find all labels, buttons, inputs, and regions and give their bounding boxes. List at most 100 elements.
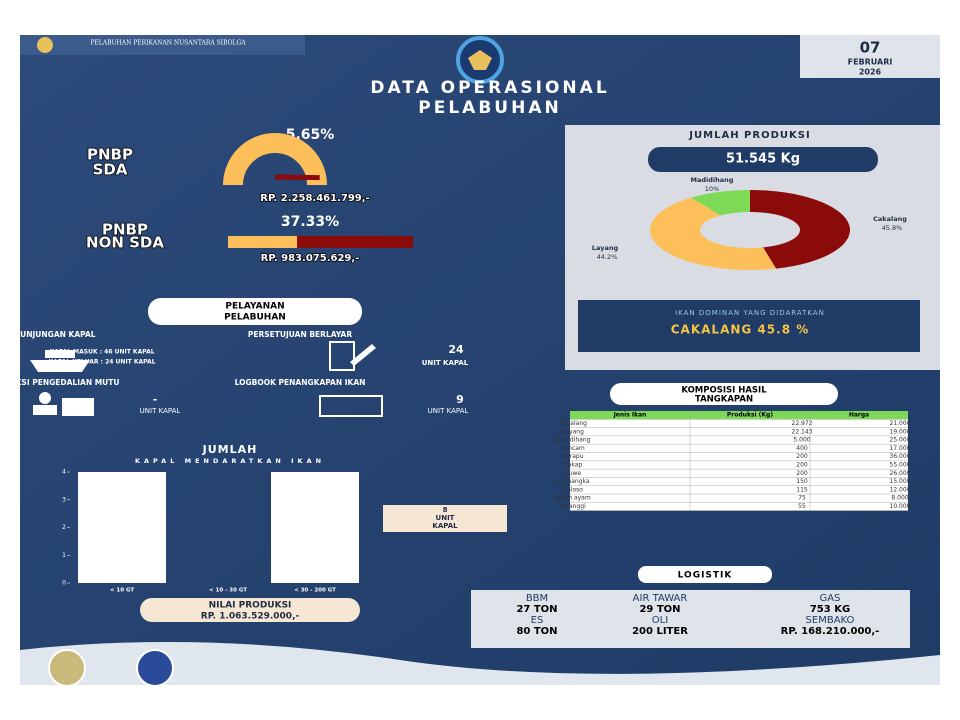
logistics-name: SEMBAKO bbox=[806, 615, 855, 626]
value-title: NILAI PRODUKSI bbox=[209, 601, 292, 611]
value-pill bbox=[140, 598, 360, 622]
section-title: TANGKAPAN bbox=[695, 395, 753, 405]
y-tick-label: 4 bbox=[62, 469, 66, 476]
slice-label: Madidihang bbox=[691, 176, 734, 184]
x-tick-label: < 30 - 200 GT bbox=[294, 588, 336, 594]
total-pill bbox=[648, 147, 878, 172]
pnbp-label: PNBP bbox=[102, 221, 148, 239]
pen-icon bbox=[350, 344, 376, 366]
date-day: 07 bbox=[860, 39, 881, 57]
table-cell: 36.000 bbox=[890, 453, 911, 460]
table-cell: Cakalang bbox=[559, 420, 587, 427]
table-cell: 200 bbox=[796, 470, 808, 477]
y-tick-label: 2 bbox=[62, 524, 66, 531]
table-cell: 8.000 bbox=[891, 495, 908, 502]
service-title: PERSETUJUAN BERLAYAR bbox=[248, 330, 352, 339]
table-cell: 15.000 bbox=[890, 478, 911, 485]
x-tick-label: < 10 GT bbox=[110, 588, 135, 594]
slice-label: Layang bbox=[592, 244, 619, 252]
title: PELABUHAN bbox=[418, 98, 561, 118]
donut-slice bbox=[691, 190, 750, 216]
table-cell: Ayam ayam bbox=[555, 495, 591, 502]
table-cell: Madidihang bbox=[556, 437, 591, 444]
table-cell: 75 bbox=[798, 495, 806, 502]
table-cell: Kerapu bbox=[562, 453, 583, 460]
date-year: 2026 bbox=[859, 68, 882, 77]
table-cell: 26.000 bbox=[890, 470, 911, 477]
table-cell: 19.000 bbox=[890, 428, 911, 435]
logistics-value: RP. 168.210.000,- bbox=[781, 626, 880, 637]
logistics-value: 27 TON bbox=[516, 604, 557, 615]
clipboard-icon bbox=[62, 398, 94, 416]
title: DATA OPERASIONAL bbox=[370, 78, 609, 98]
chart-title: JUMLAH bbox=[202, 443, 258, 456]
table-cell: 55.000 bbox=[890, 461, 911, 468]
table-header: Harga bbox=[849, 412, 869, 419]
service-unit: UNIT KAPAL bbox=[140, 407, 181, 415]
service-title: LOGBOOK PENANGKAPAN IKAN bbox=[235, 378, 366, 387]
gauge-value bbox=[274, 174, 320, 181]
composition-pill bbox=[610, 383, 838, 405]
table-cell: 400 bbox=[796, 445, 808, 452]
dominant-box bbox=[578, 300, 920, 352]
gauge-track bbox=[223, 133, 327, 186]
y-tick-label: 1 bbox=[62, 552, 66, 559]
total-box bbox=[383, 505, 507, 532]
table-cell: Kuwe bbox=[565, 470, 581, 477]
logbook-icon bbox=[319, 395, 383, 417]
table-cell: 21.000 bbox=[890, 420, 911, 427]
slice-value: 10% bbox=[705, 185, 719, 193]
logistics-value: 753 KG bbox=[810, 604, 850, 615]
logistics-value: 80 TON bbox=[516, 626, 557, 637]
service-count: - bbox=[153, 393, 158, 406]
service-count: 24 bbox=[448, 343, 464, 356]
org-banner bbox=[20, 35, 305, 55]
logistics-name: ES bbox=[531, 615, 544, 626]
dominant-title: IKAN DOMINAN YANG DIDARATKAN bbox=[675, 309, 825, 317]
slice-value: 44.2% bbox=[597, 253, 618, 261]
icons bbox=[30, 341, 383, 417]
progress-value bbox=[228, 236, 298, 248]
service-count: 9 bbox=[456, 393, 464, 406]
logo-right bbox=[136, 649, 174, 687]
pnbp-label: NON SDA bbox=[86, 234, 164, 252]
section-title: JUMLAH PRODUKSI bbox=[688, 130, 810, 141]
section-title: PELABUHAN bbox=[224, 313, 286, 323]
chart-subtitle: KAPAL MENDARATKAN IKAN bbox=[135, 457, 325, 465]
table-cell: 25.000 bbox=[890, 437, 911, 444]
slice-label: Cakalang bbox=[873, 215, 907, 223]
value-amount: RP. 1.063.529.000,- bbox=[201, 612, 300, 622]
total-label: 8 bbox=[443, 506, 448, 514]
section-title: PELAYANAN bbox=[225, 302, 284, 312]
donut-slice bbox=[649, 197, 777, 270]
section-title: KOMPOSISI HASIL bbox=[681, 386, 767, 396]
table-cell: Biji nangka bbox=[556, 478, 589, 485]
service-pill bbox=[148, 298, 362, 325]
dominant-value: CAKALANG 45.8 % bbox=[671, 323, 810, 337]
table-cell: 10.000 bbox=[890, 503, 911, 510]
table-cell: 200 bbox=[796, 453, 808, 460]
bar bbox=[271, 472, 359, 583]
pnbp-label: PNBP bbox=[87, 146, 133, 164]
table-cell: Swanggi bbox=[560, 503, 586, 510]
service-title: INSPEKSI PENGEDALIAN MUTU bbox=[0, 378, 119, 387]
table-cell: 17.000 bbox=[890, 445, 911, 452]
total-label: KAPAL bbox=[432, 522, 458, 530]
table-header: Produksi (Kg) bbox=[727, 412, 773, 419]
pnbp-label: SDA bbox=[93, 161, 128, 179]
logistics-name: AIR TAWAR bbox=[633, 593, 688, 604]
table-cell: Lencam bbox=[561, 445, 585, 452]
date-month: FEBRUARI bbox=[848, 58, 893, 67]
logistics-value: 200 LITER bbox=[632, 626, 688, 637]
wave bbox=[20, 642, 940, 685]
bar bbox=[78, 472, 166, 583]
service-title: KUNJUNGAN KAPAL bbox=[14, 330, 95, 339]
logistics-name: GAS bbox=[820, 593, 841, 604]
logistics-value: 29 TON bbox=[639, 604, 680, 615]
table-cell: Baloso bbox=[563, 486, 583, 493]
amount: RP. 2.258.461.799,- bbox=[260, 193, 369, 204]
inspector-icon bbox=[39, 392, 51, 404]
table-cell: 22.972 bbox=[792, 420, 813, 427]
service-line: KAPAL MASUK : 46 UNIT KAPAL bbox=[49, 349, 154, 356]
